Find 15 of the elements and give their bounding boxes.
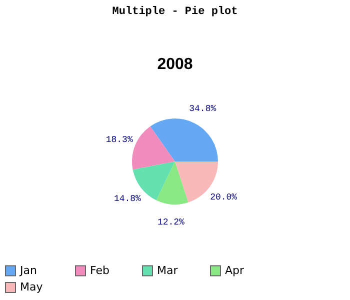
legend-label: May [20,280,44,294]
legend-label: Feb [90,264,110,277]
pie-slice [150,118,218,162]
legend-label: Apr [225,264,245,277]
data-label: 20.0% [210,192,238,203]
data-label: 18.3% [106,135,134,146]
data-label: 12.2% [157,217,186,228]
pie-slice [132,126,175,170]
legend-label: Mar [157,264,178,277]
chart-title: Multiple - Pie plot [112,6,238,18]
chart-subtitle: 2008 [157,56,193,73]
data-label: 34.8% [189,104,217,114]
legend-label: Jan [19,264,37,277]
data-label: 14.8% [114,194,142,204]
pie-slice [156,162,188,204]
